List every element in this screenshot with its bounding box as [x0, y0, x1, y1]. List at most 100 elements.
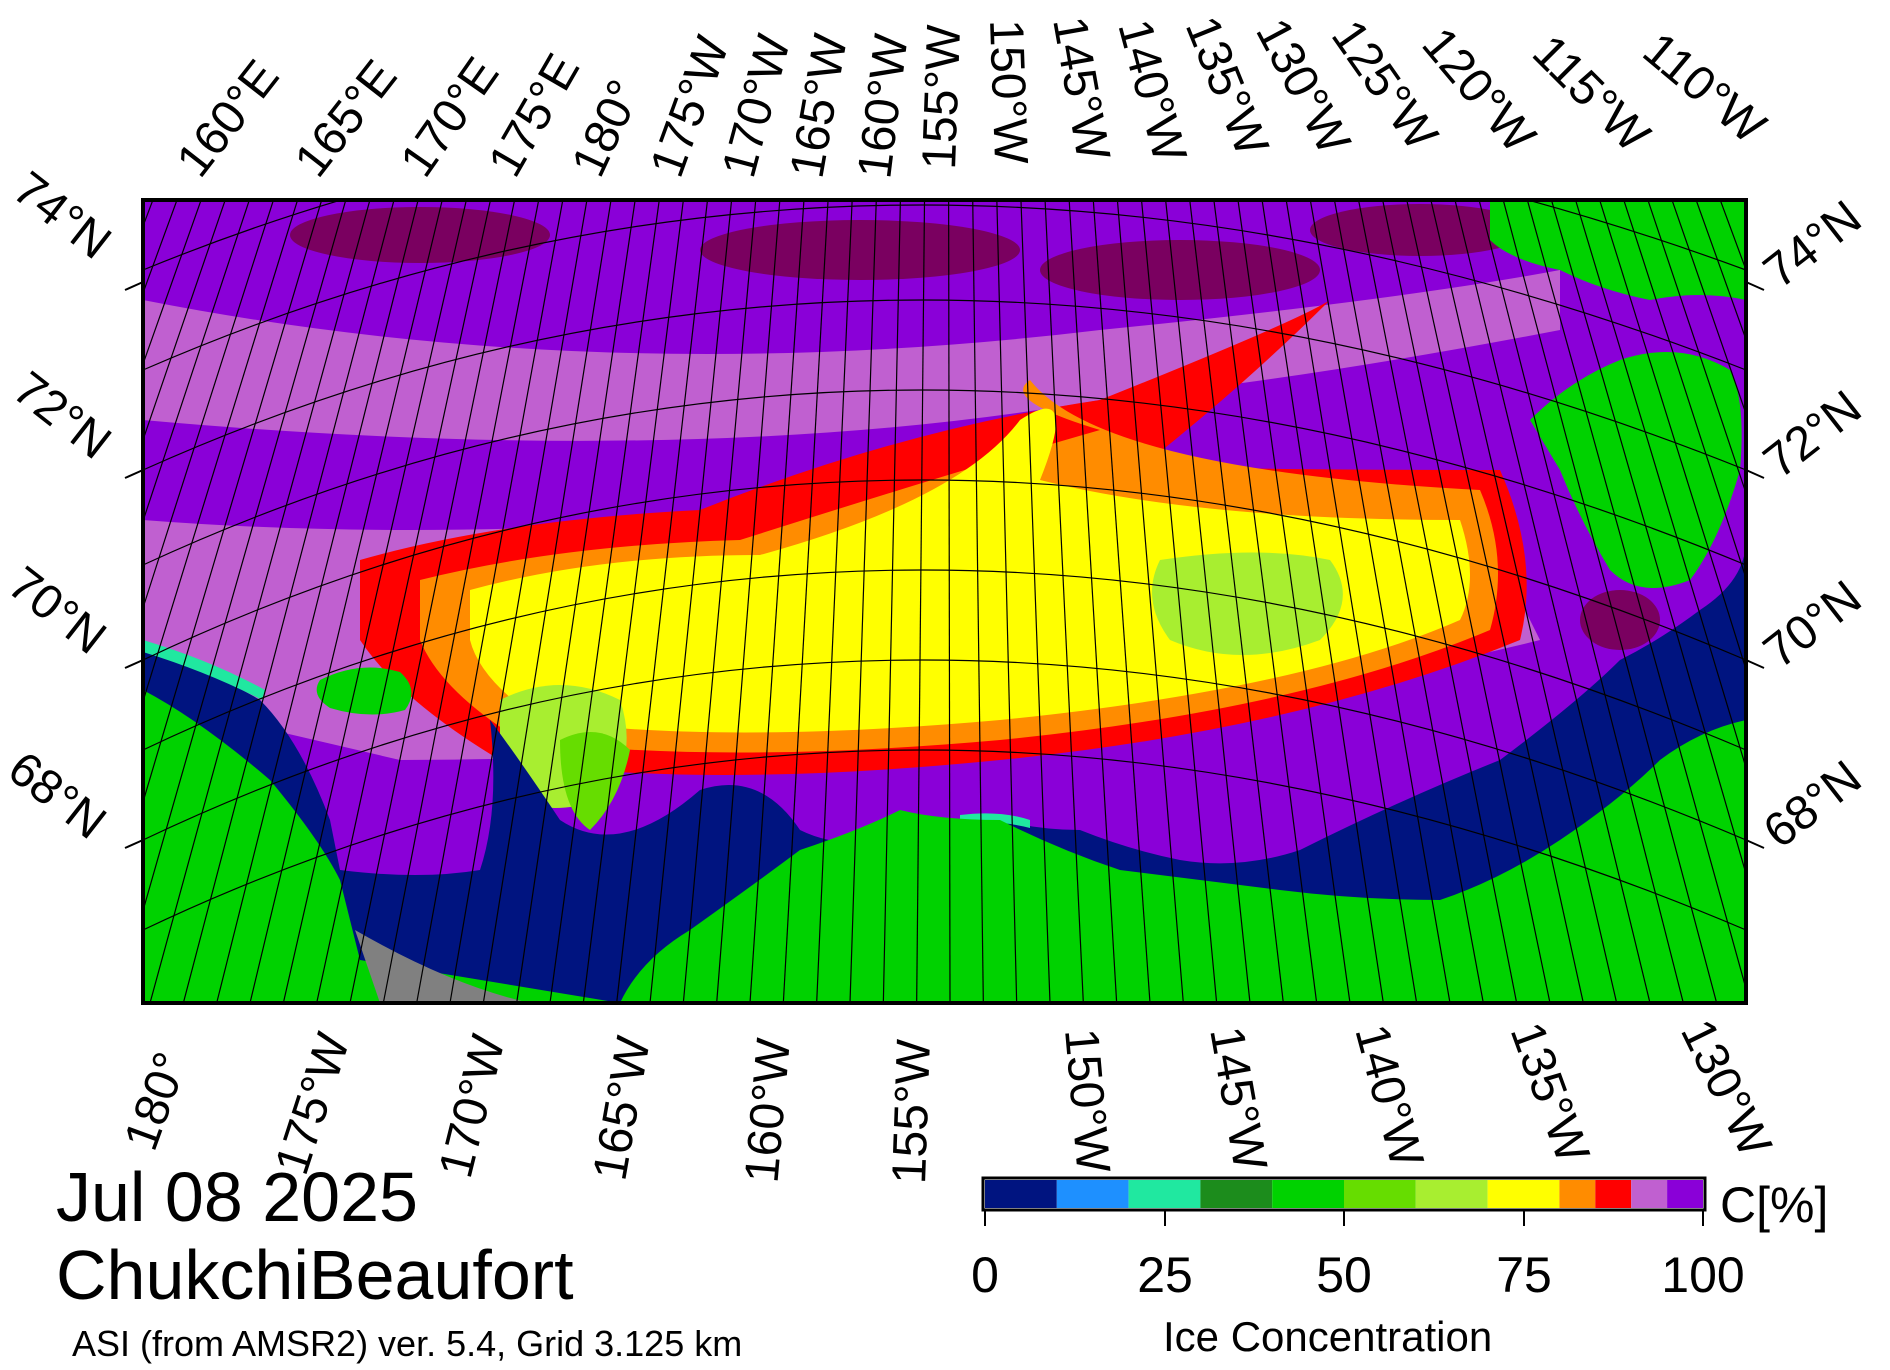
colorbar-bin — [1667, 1180, 1703, 1208]
top-lon-label: 160°E — [167, 51, 290, 187]
colorbar-bin — [1128, 1180, 1201, 1208]
dark-ice-patch — [1310, 204, 1530, 256]
top-longitude-labels: 160°E 165°E 170°E 175°E 180° 175°W 170°W… — [167, 9, 1776, 187]
meridian-line — [143, 200, 299, 704]
right-lat-label: 70°N — [1754, 571, 1871, 679]
colorbar-bin — [1631, 1180, 1668, 1208]
top-lon-label: 150°W — [979, 19, 1037, 166]
top-lon-label: 145°W — [1042, 13, 1119, 165]
colorbar-ticks — [984, 1210, 1704, 1226]
top-lon-label: 160°W — [848, 31, 918, 182]
meridian-line — [749, 200, 805, 1003]
top-lon-label: 120°W — [1412, 18, 1546, 163]
left-lat-label: 74°N — [3, 162, 120, 270]
meridian-line — [182, 200, 395, 1003]
colorbar-tick-label: 50 — [1316, 1247, 1372, 1303]
colorbar-tick-label: 75 — [1496, 1247, 1552, 1303]
map-area — [143, 200, 1746, 1003]
meridian-line — [1261, 200, 1384, 1003]
region-title: ChukchiBeaufort — [56, 1236, 574, 1314]
meridian-line — [682, 200, 757, 1003]
meridian-line — [1165, 200, 1251, 1003]
meridian-line — [416, 200, 564, 1003]
meridian-line — [1237, 200, 1351, 1003]
meridian-line — [616, 200, 709, 1003]
ice-90-95-band — [143, 270, 1560, 441]
meridian-line — [216, 200, 419, 1003]
meridian-line — [1454, 200, 1651, 1003]
right-lat-label: 74°N — [1754, 191, 1871, 299]
graticule-meridians — [143, 200, 1746, 1003]
meridian-line — [1044, 200, 1084, 1003]
ice-20-30-edge — [143, 640, 265, 700]
meridian-line — [1309, 200, 1451, 1003]
colorbar-bin — [1595, 1180, 1632, 1208]
meridian-line — [1116, 200, 1184, 1003]
right-lat-label: 72°N — [1754, 381, 1871, 489]
meridian-line — [382, 200, 540, 1003]
bottom-lon-label: 140°W — [1344, 1019, 1433, 1173]
bottom-lon-label: 145°W — [1199, 1023, 1276, 1175]
meridian-line — [482, 200, 612, 1003]
top-lon-label: 110°W — [1633, 23, 1776, 155]
date-title: Jul 08 2025 — [56, 1158, 418, 1236]
colorbar-bin — [1344, 1180, 1416, 1208]
map-frame — [141, 198, 1748, 1005]
meridian-line — [1020, 200, 1051, 1003]
colorbar-bin — [1559, 1180, 1596, 1208]
meridian-line — [1430, 200, 1618, 1003]
bottom-lon-label: 130°W — [1670, 1012, 1781, 1166]
land-wrangel-island — [316, 667, 412, 715]
meridian-line — [282, 200, 467, 1003]
meridian-line — [849, 200, 877, 1003]
meridian-line — [549, 200, 660, 1003]
colorbar-bin — [1415, 1180, 1488, 1208]
dark-ice-patch — [290, 207, 550, 263]
meridian-line — [882, 200, 901, 1003]
bottom-lon-label: 180° — [115, 1046, 199, 1157]
ice-60-70-zone — [1152, 552, 1343, 655]
meridian-line — [143, 200, 323, 805]
meridian-line — [349, 200, 516, 1003]
meridian-line — [249, 200, 443, 1003]
colorbar-bin — [1272, 1180, 1344, 1208]
meridian-line — [916, 200, 926, 1003]
meridian-line — [1526, 200, 1746, 991]
meridian-line — [316, 200, 492, 1003]
colorbar-bin — [1200, 1180, 1273, 1208]
meridian-line — [1189, 200, 1284, 1003]
meridian-line — [1574, 200, 1746, 770]
meridian-line — [816, 200, 853, 1003]
colorbar-tick-label: 25 — [1137, 1247, 1193, 1303]
meridian-line — [1478, 200, 1684, 1003]
meridian-line — [1599, 200, 1746, 672]
top-lon-label: 155°W — [913, 23, 971, 170]
colorbar-tick-label: 100 — [1661, 1247, 1745, 1303]
meridian-line — [996, 200, 1018, 1003]
top-lon-label: 115°W — [1522, 25, 1660, 163]
bottom-lon-label: 170°W — [429, 1029, 516, 1183]
meridian-line — [948, 200, 951, 1003]
meridian-line — [1623, 200, 1746, 581]
land-victoria-melville — [1490, 200, 1746, 300]
colorbar-title: Ice Concentration — [1163, 1313, 1493, 1360]
no-data-area — [355, 930, 530, 1003]
colorbar — [985, 1180, 1703, 1208]
colorbar-bin — [985, 1180, 1057, 1208]
left-lat-label: 70°N — [0, 557, 115, 665]
meridian-line — [1285, 200, 1418, 1003]
right-latitude-labels: 74°N 72°N 70°N 68°N — [1754, 191, 1871, 859]
bottom-lon-label: 165°W — [584, 1032, 661, 1184]
meridian-line — [1550, 200, 1746, 876]
meridian-line — [972, 200, 984, 1003]
colorbar-bin — [1056, 1180, 1129, 1208]
meridian-line — [1140, 200, 1218, 1003]
meridian-line — [1502, 200, 1718, 1003]
bottom-lon-label: 135°W — [1500, 1016, 1599, 1171]
dark-ice-patch — [1040, 240, 1320, 300]
land-alaska-chukotka — [143, 690, 620, 1003]
meridian-line — [1068, 200, 1118, 1003]
left-latitude-labels: 74°N 72°N 70°N 68°N — [0, 162, 120, 850]
meridian-line — [143, 200, 275, 610]
